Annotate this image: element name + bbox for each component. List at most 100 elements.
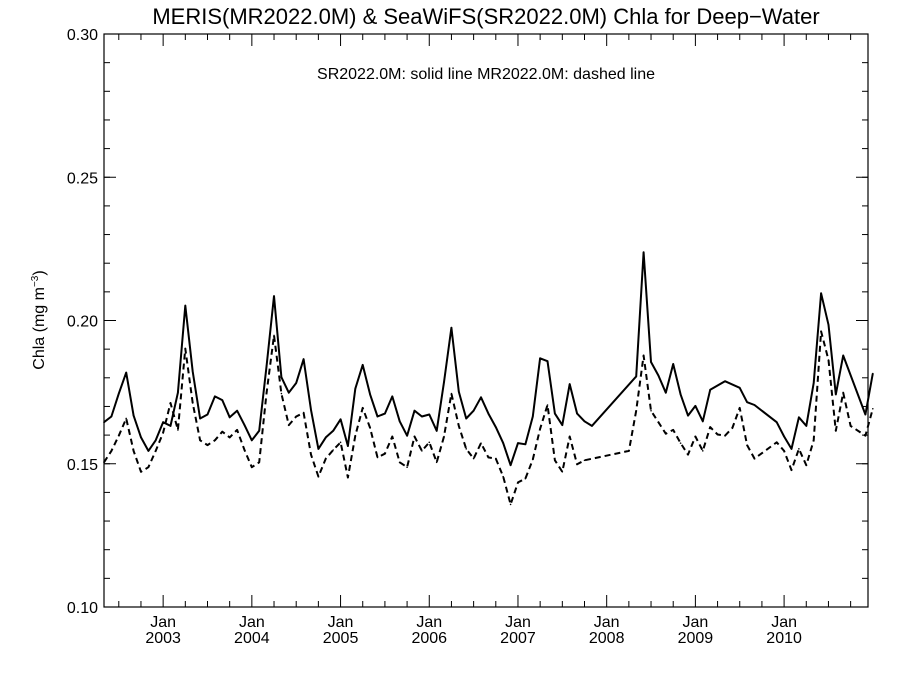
data-point [258,461,261,464]
data-point [864,413,867,416]
data-point [384,412,386,415]
data-point [428,413,431,416]
data-point [228,436,231,439]
data-point [162,432,164,434]
data-point [384,452,386,455]
data-point [177,429,179,431]
data-point [140,470,142,473]
data-point [465,417,468,420]
data-point [657,374,660,377]
data-point [228,416,231,419]
data-point [347,445,349,447]
data-point [872,407,874,410]
data-point [132,414,135,417]
data-point [554,459,556,462]
data-point [694,435,697,438]
data-point [147,466,150,468]
data-point [709,389,711,391]
data-point [117,434,120,437]
data-point [361,364,364,366]
data-point [842,391,845,394]
data-point [820,292,822,295]
data-point [502,442,504,444]
data-point [177,391,179,394]
data-point [820,330,822,333]
data-point [154,439,157,442]
data-point [835,430,837,432]
data-point [110,415,113,418]
data-point [302,411,305,414]
data-point [835,393,837,396]
y-axis-label-exponent: −3 [30,275,41,287]
data-point [339,441,342,444]
data-point [583,459,586,462]
data-point [110,450,113,452]
line-style-annotation: SR2022.0M: solid line MR2022.0M: dashed … [317,66,655,83]
data-point [738,407,741,409]
data-point [546,360,549,362]
data-point [827,323,830,326]
data-point [591,425,593,427]
y-tick-label: 0.25 [67,170,98,187]
data-point [746,401,748,403]
data-point [391,435,394,438]
data-point [650,409,652,412]
data-point [169,402,172,404]
axis-ticks: 0.100.150.200.250.30Jan2003Jan2004Jan200… [67,27,868,647]
data-point [805,464,808,466]
data-point [332,430,334,432]
x-tick-month-label: Jan [594,614,620,631]
data-point [494,426,497,428]
data-point [199,439,201,442]
data-point [273,334,275,337]
data-point [184,304,187,307]
data-point [546,404,549,406]
data-point [805,425,808,427]
data-point [687,414,689,417]
x-tick-year-label: 2007 [500,630,536,647]
data-point [221,399,224,401]
data-point [531,415,534,418]
data-point [709,426,711,428]
data-point [413,409,416,412]
data-point [687,453,689,456]
data-point [236,409,238,412]
x-tick-year-label: 2005 [323,630,359,647]
data-point [679,442,682,444]
data-point [864,434,867,437]
data-point [162,421,164,424]
x-tick-year-label: 2004 [234,630,270,647]
series-line-sr2022-0m [103,251,874,467]
x-tick-month-label: Jan [505,614,531,631]
data-point [517,442,519,444]
data-point [288,424,290,426]
data-point [103,421,105,424]
data-point [812,382,815,384]
data-point [576,463,578,466]
data-point [657,421,660,424]
data-point [251,439,253,442]
data-point [339,418,342,421]
data-point [435,461,438,464]
data-point [679,393,682,396]
data-point [324,436,327,439]
data-point [665,391,667,394]
data-point [243,424,246,426]
y-tick-label: 0.20 [67,314,98,331]
data-point [783,435,785,438]
x-tick-year-label: 2006 [411,630,447,647]
data-point [701,420,704,423]
data-point [539,357,541,360]
data-point [214,439,216,442]
series-layer [103,251,874,506]
data-point [487,456,490,459]
data-point [361,407,364,409]
x-tick-year-label: 2008 [589,630,625,647]
data-point [435,430,438,432]
data-point [354,387,357,390]
data-point [288,391,290,394]
data-point [199,417,201,420]
data-point [472,409,475,412]
chart-title: MERIS(MR2022.0M) & SeaWiFS(SR2022.0M) Ch… [152,4,819,29]
